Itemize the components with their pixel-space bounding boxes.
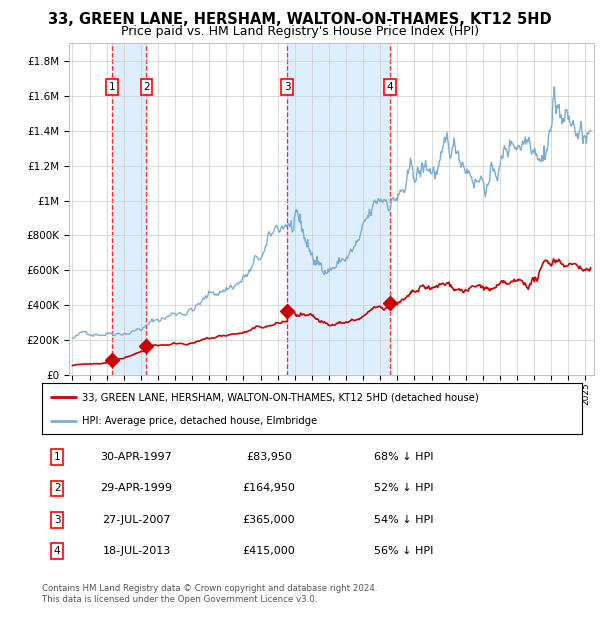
Text: Contains HM Land Registry data © Crown copyright and database right 2024.: Contains HM Land Registry data © Crown c… [42, 584, 377, 593]
Text: 1: 1 [109, 82, 116, 92]
Text: £415,000: £415,000 [242, 546, 295, 556]
Text: 68% ↓ HPI: 68% ↓ HPI [374, 453, 434, 463]
Text: 29-APR-1999: 29-APR-1999 [101, 484, 173, 494]
Text: Price paid vs. HM Land Registry's House Price Index (HPI): Price paid vs. HM Land Registry's House … [121, 25, 479, 38]
Text: 56% ↓ HPI: 56% ↓ HPI [374, 546, 433, 556]
Text: 4: 4 [386, 82, 393, 92]
Bar [287, 43, 389, 375]
Text: This data is licensed under the Open Government Licence v3.0.: This data is licensed under the Open Gov… [42, 595, 317, 604]
Text: 33, GREEN LANE, HERSHAM, WALTON-ON-THAMES, KT12 5HD (detached house): 33, GREEN LANE, HERSHAM, WALTON-ON-THAME… [83, 392, 479, 402]
Text: 4: 4 [54, 546, 61, 556]
Text: 33, GREEN LANE, HERSHAM, WALTON-ON-THAMES, KT12 5HD: 33, GREEN LANE, HERSHAM, WALTON-ON-THAME… [48, 12, 552, 27]
Text: 52% ↓ HPI: 52% ↓ HPI [374, 484, 434, 494]
Text: HPI: Average price, detached house, Elmbridge: HPI: Average price, detached house, Elmb… [83, 416, 318, 427]
Text: £365,000: £365,000 [242, 515, 295, 525]
Bar [112, 43, 146, 375]
Text: 30-APR-1997: 30-APR-1997 [101, 453, 172, 463]
Text: 54% ↓ HPI: 54% ↓ HPI [374, 515, 434, 525]
Text: 1: 1 [54, 453, 61, 463]
Text: 3: 3 [284, 82, 290, 92]
Text: 3: 3 [54, 515, 61, 525]
Text: 18-JUL-2013: 18-JUL-2013 [103, 546, 170, 556]
Text: 2: 2 [54, 484, 61, 494]
Text: 27-JUL-2007: 27-JUL-2007 [102, 515, 171, 525]
Text: £164,950: £164,950 [242, 484, 295, 494]
Text: £83,950: £83,950 [246, 453, 292, 463]
Text: 2: 2 [143, 82, 150, 92]
